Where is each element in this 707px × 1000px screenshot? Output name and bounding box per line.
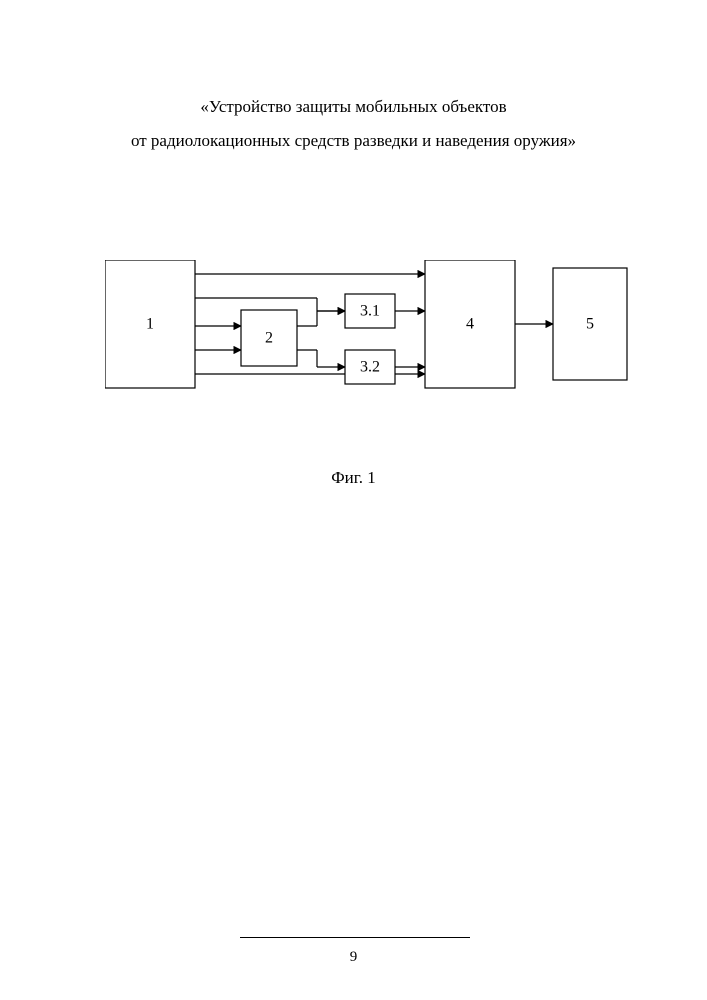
title-line-2: от радиолокационных средств разведки и н… [0, 124, 707, 158]
page: «Устройство защиты мобильных объектов от… [0, 0, 707, 1000]
diagram-node-label-b2: 2 [265, 330, 273, 347]
diagram-svg: 1 2 3.1 3.2 4 5 [105, 260, 635, 430]
diagram-node-label-b32: 3.2 [360, 359, 380, 376]
figure-caption: Фиг. 1 [0, 468, 707, 488]
block-diagram: 1 2 3.1 3.2 4 5 [105, 260, 635, 430]
diagram-node-label-b31: 3.1 [360, 303, 380, 320]
diagram-node-label-b4: 4 [466, 316, 474, 333]
title-line-1: «Устройство защиты мобильных объектов [0, 90, 707, 124]
footer-rule [240, 937, 470, 938]
document-title: «Устройство защиты мобильных объектов от… [0, 90, 707, 158]
diagram-node-label-b1: 1 [146, 316, 154, 333]
page-number: 9 [0, 949, 707, 966]
diagram-node-label-b5: 5 [586, 316, 594, 333]
